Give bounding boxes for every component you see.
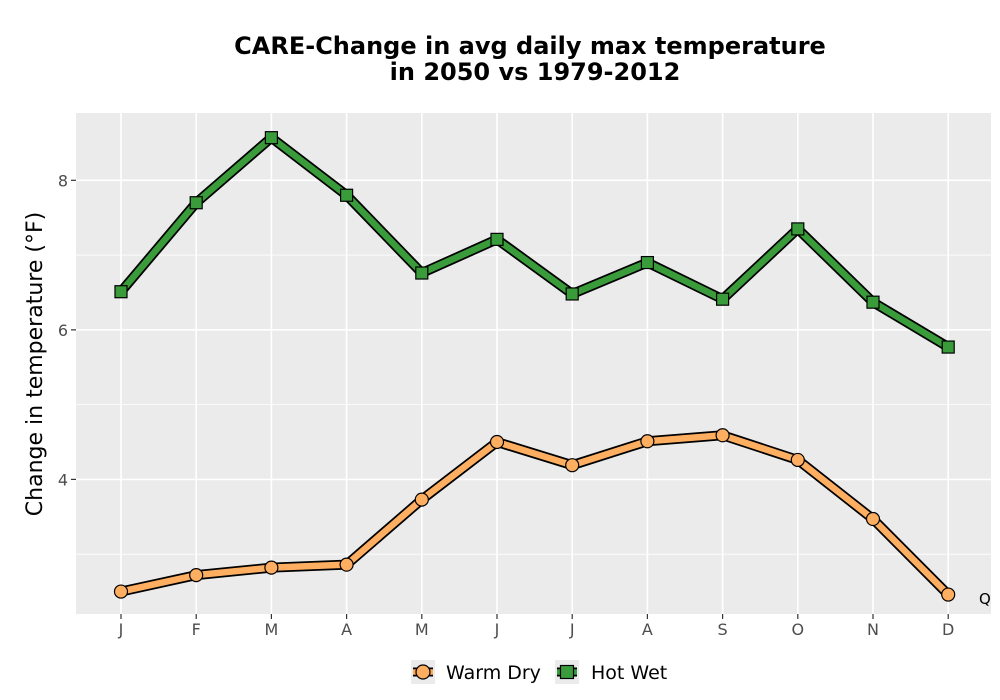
legend-marker-warm-dry [415, 664, 431, 680]
x-tick-label: D [942, 620, 954, 639]
data-point-warm-dry [414, 492, 429, 507]
legend-label-warm-dry: Warm Dry [446, 662, 541, 684]
x-tick-label: M [264, 620, 278, 639]
series-line-hot-wet [117, 134, 952, 351]
legend-marker-hot-wet [559, 664, 575, 680]
series-layer [113, 131, 956, 602]
data-point-warm-dry [489, 434, 505, 450]
data-point-warm-dry [865, 511, 881, 527]
data-point-warm-dry [339, 557, 354, 572]
data-point-warm-dry [264, 560, 279, 575]
data-point-hot-wet [490, 232, 504, 246]
series-line-warm-dry [117, 432, 952, 598]
data-point-hot-wet [114, 285, 128, 299]
data-point-warm-dry [790, 452, 805, 468]
x-tick-label: F [192, 620, 201, 639]
plot-panel [76, 113, 991, 614]
legend-label-hot-wet: Hot Wet [591, 662, 667, 684]
chart-title: CARE-Change in avg daily max temperature [234, 32, 826, 60]
data-point-warm-dry [715, 428, 730, 443]
data-point-hot-wet [640, 255, 655, 270]
x-tick-label: O [792, 620, 805, 639]
x-tick-label: M [415, 620, 429, 639]
grid-minor [76, 254, 991, 555]
x-tick-label: A [642, 620, 653, 639]
data-point-hot-wet [791, 222, 805, 236]
y-tick-label: 6 [58, 321, 68, 340]
data-point-warm-dry [565, 458, 580, 473]
data-point-hot-wet [866, 295, 880, 309]
y-axis-label: Change in temperature (°F) [23, 212, 48, 516]
data-point-hot-wet [715, 292, 730, 306]
annotation-q: Q [979, 590, 991, 608]
data-point-hot-wet [941, 340, 955, 354]
x-tick-label: J [569, 620, 575, 639]
data-point-hot-wet [189, 196, 203, 210]
data-point-hot-wet [264, 131, 278, 145]
data-point-warm-dry [113, 584, 129, 599]
data-point-warm-dry [189, 568, 204, 583]
chart-subtitle: in 2050 vs 1979-2012 [390, 58, 681, 86]
data-point-hot-wet [415, 266, 429, 280]
legend: Warm Dry Hot Wet [411, 660, 667, 684]
x-tick-label: A [341, 620, 352, 639]
data-point-warm-dry [640, 434, 655, 449]
x-tick-label: J [494, 620, 500, 639]
y-axis: 4 6 8 [58, 171, 76, 489]
y-tick-label: 8 [58, 171, 68, 190]
x-tick-label: J [118, 620, 124, 639]
data-point-hot-wet [340, 188, 354, 202]
y-tick-label: 4 [58, 470, 68, 489]
data-point-hot-wet [565, 287, 579, 301]
x-tick-label: S [718, 620, 728, 639]
data-point-warm-dry [941, 587, 956, 602]
x-tick-label: N [867, 620, 879, 639]
